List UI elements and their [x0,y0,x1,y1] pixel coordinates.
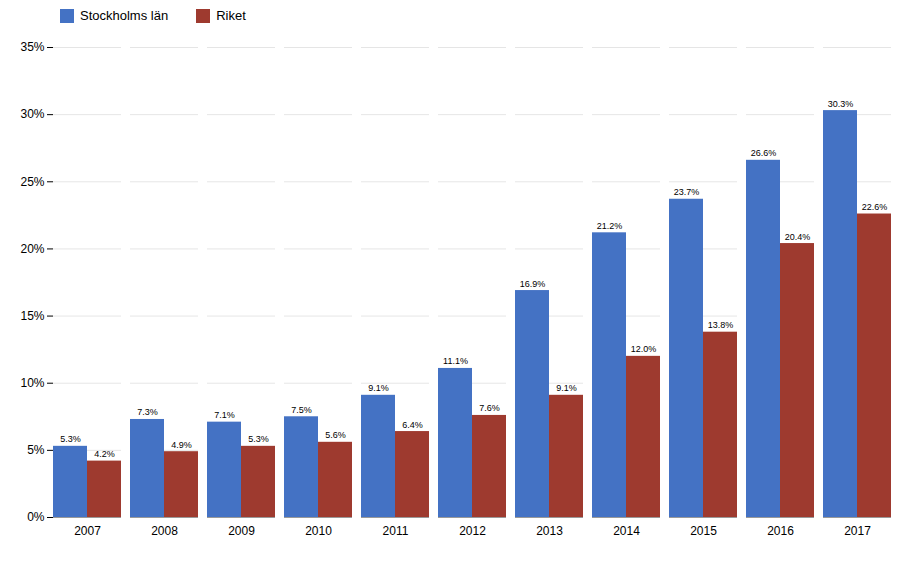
svg-text:2012: 2012 [459,524,486,538]
svg-text:2013: 2013 [536,524,563,538]
svg-text:2011: 2011 [383,524,409,538]
svg-text:15%: 15% [20,309,44,323]
svg-text:16.9%: 16.9% [520,279,546,289]
svg-text:7.3%: 7.3% [137,407,158,417]
svg-text:25%: 25% [20,175,44,189]
svg-text:21.2%: 21.2% [597,221,623,231]
svg-text:7.1%: 7.1% [214,410,235,420]
svg-text:9.1%: 9.1% [368,383,389,393]
html-text:Riket: Riket [216,8,246,23]
svg-text:6.4%: 6.4% [402,420,423,430]
svg-text:13.8%: 13.8% [708,320,734,330]
svg-text:9.1%: 9.1% [556,383,577,393]
svg-text:22.6%: 22.6% [862,202,888,212]
svg-text:4.9%: 4.9% [171,440,192,450]
svg-text:11.1%: 11.1% [443,356,468,366]
svg-text:7.6%: 7.6% [479,403,500,413]
svg-text:5.6%: 5.6% [325,430,346,440]
svg-text:20%: 20% [20,242,44,256]
svg-text:2014: 2014 [613,524,640,538]
svg-text:12.0%: 12.0% [631,344,657,354]
svg-text:2008: 2008 [151,524,178,538]
svg-text:26.6%: 26.6% [751,148,777,158]
svg-text:30.3%: 30.3% [828,99,854,109]
svg-text:2016: 2016 [767,524,794,538]
svg-text:5.3%: 5.3% [60,434,81,444]
svg-text:2015: 2015 [690,524,717,538]
svg-text:7.5%: 7.5% [291,405,312,415]
html-text:Stockholms län: Stockholms län [80,8,169,23]
svg-text:2010: 2010 [305,524,332,538]
svg-text:2007: 2007 [74,524,101,538]
svg-text:2009: 2009 [228,524,255,538]
svg-text:5.3%: 5.3% [248,434,269,444]
svg-text:4.2%: 4.2% [94,449,115,459]
svg-text:10%: 10% [20,376,44,390]
svg-text:20.4%: 20.4% [785,232,811,242]
svg-text:5%: 5% [27,443,45,457]
svg-text:30%: 30% [20,107,44,121]
svg-text:23.7%: 23.7% [674,187,700,197]
svg-text:2017: 2017 [844,524,871,538]
svg-text:0%: 0% [27,510,45,524]
svg-text:35%: 35% [20,40,44,54]
